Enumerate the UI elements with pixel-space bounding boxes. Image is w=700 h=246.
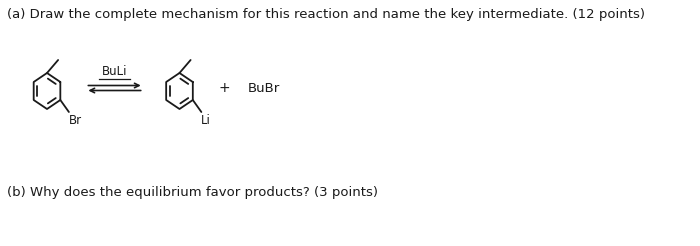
Text: +: + <box>218 81 230 95</box>
Text: (b) Why does the equilibrium favor products? (3 points): (b) Why does the equilibrium favor produ… <box>7 186 378 199</box>
Text: Li: Li <box>202 114 211 127</box>
Text: (a) Draw the complete mechanism for this reaction and name the key intermediate.: (a) Draw the complete mechanism for this… <box>7 8 645 21</box>
Text: BuLi: BuLi <box>102 65 127 78</box>
Text: BuBr: BuBr <box>248 81 280 94</box>
Text: Br: Br <box>69 114 82 127</box>
